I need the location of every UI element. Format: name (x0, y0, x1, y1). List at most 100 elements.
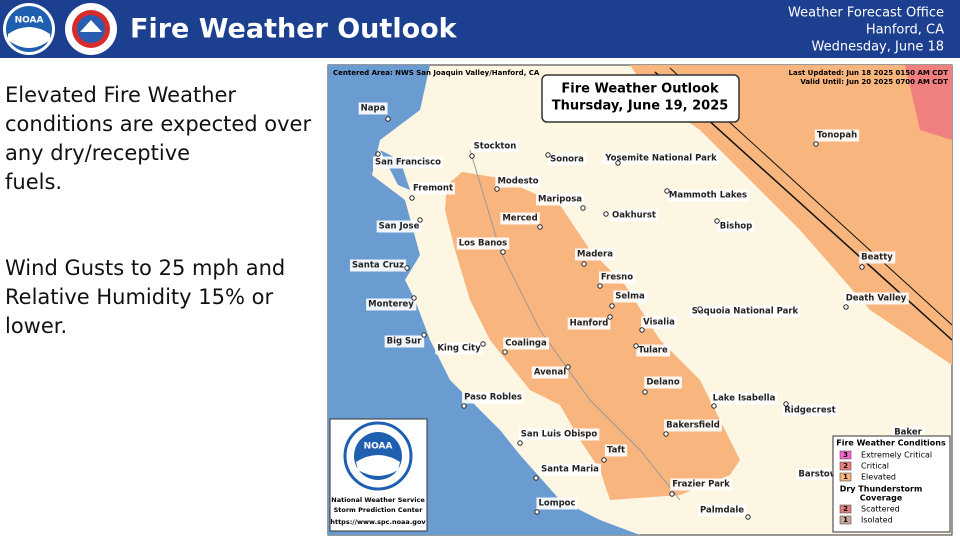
city-dot (409, 195, 415, 201)
city-label-bg (384, 335, 425, 348)
city-label-bg (710, 392, 778, 405)
city-label-bg (666, 189, 750, 202)
city-dot (385, 116, 391, 122)
legend-title: Fire Weather Conditions (836, 439, 946, 448)
city-dot (411, 295, 417, 301)
city-label-bg (376, 220, 422, 233)
city-label-bg (641, 316, 678, 329)
summary: Elevated Fire Weather conditions are expe… (5, 83, 311, 338)
summary-line: any dry/receptive (5, 141, 190, 165)
city-label-bg (349, 259, 407, 272)
legend-swatch (839, 504, 852, 514)
city-label-bg (456, 237, 510, 250)
city-dot (494, 186, 500, 192)
seal-text: NOAA (364, 442, 393, 452)
city-label: Coalinga (505, 339, 547, 349)
city-dot (597, 283, 603, 289)
city-dot (421, 332, 427, 338)
city-label-bg (613, 290, 647, 303)
logo-text: NOAA (15, 16, 44, 26)
elevated-area (445, 172, 740, 500)
city-label-bg (697, 504, 747, 517)
city-dot (500, 249, 506, 255)
city-dot (517, 440, 523, 446)
city-label: Lompoc (538, 499, 575, 509)
city-label-bg (462, 391, 524, 404)
city-label-bg (636, 344, 670, 357)
city-dot (633, 343, 639, 349)
city-label: Fremont (413, 184, 453, 194)
city-label: Death Valley (846, 294, 907, 304)
legend-code: 1 (843, 516, 848, 524)
legend-code: 2 (843, 462, 848, 470)
city-dot (697, 306, 703, 312)
city-label: San Francisco (375, 158, 441, 168)
city-label-bg (471, 140, 519, 153)
city-label: Tonopah (817, 131, 857, 141)
city-label: Bishop (720, 222, 752, 232)
office-line: Wednesday, June 18 (811, 40, 944, 55)
city-label: Taft (607, 446, 625, 456)
city-label: Frazier Park (672, 480, 730, 490)
city-dot (461, 403, 467, 409)
city-dot (669, 491, 675, 497)
critical-area (905, 65, 952, 140)
city-label: Santa Maria (541, 465, 599, 475)
summary-line: conditions are expected over (5, 112, 311, 136)
city-label: King City (437, 344, 481, 354)
city-dot (711, 403, 717, 409)
city-label-bg (518, 428, 600, 441)
city-label-bg (604, 444, 628, 457)
office-line: Hanford, CA (866, 23, 944, 38)
city-label-bg (535, 193, 585, 206)
city-dot (642, 389, 648, 395)
legend-swatch (839, 515, 852, 525)
city-dot (502, 349, 508, 355)
city-label-bg (503, 337, 550, 350)
city-label-bg (435, 342, 484, 355)
city-dot (664, 188, 670, 194)
noaa-logo: NOAA (3, 3, 55, 55)
city-dot (607, 314, 613, 320)
city-label: Madera (577, 250, 613, 260)
office-line: Weather Forecast Office (788, 6, 944, 21)
city-label-bg (539, 463, 602, 476)
city-label: Yosemite National Park (604, 154, 717, 164)
header-bar (0, 0, 960, 58)
city-label: Baker (894, 428, 922, 438)
city-dot (783, 401, 789, 407)
summary-line: fuels. (5, 170, 62, 194)
city-label-bg (602, 152, 720, 165)
city-dot (663, 431, 669, 437)
legend-code: 2 (843, 505, 848, 513)
city-label: Palmdale (700, 506, 744, 516)
map-title-box (541, 74, 740, 123)
nws-logo (65, 3, 117, 55)
city-label: San Jose (379, 222, 420, 232)
city-label-bg (843, 292, 909, 305)
city-label: Sonora (550, 155, 584, 165)
city-dot (375, 151, 381, 157)
city-label: Hanford (570, 319, 609, 329)
city-label: Visalia (643, 318, 675, 328)
ocean (328, 65, 640, 535)
last-updated: Last Updated: Jun 18 2025 0150 AM CDT (789, 69, 949, 77)
city-label-bg (495, 175, 541, 188)
city-label-bg (536, 497, 578, 510)
logo-line: Storm Prediction Center (334, 506, 424, 514)
legend-swatch (839, 450, 852, 460)
map: Napa San Francisco Stockton Sonora Yosemite … (327, 64, 953, 536)
city-dot (537, 224, 543, 230)
map-title: Fire Weather Outlook (561, 82, 719, 97)
header-title: Fire Weather Outlook (130, 14, 458, 45)
city-labels: Napa San Francisco Stockton Sonora Yosemite … (349, 102, 925, 520)
city-dot (714, 218, 720, 224)
summary-line: Relative Humidity 15% or (5, 285, 273, 309)
city-dot (859, 264, 865, 270)
city-dot (843, 304, 849, 310)
elevated-area (630, 65, 952, 365)
city-label-bg (410, 182, 456, 195)
city-dot (639, 327, 645, 333)
city-label: Beatty (861, 253, 893, 263)
